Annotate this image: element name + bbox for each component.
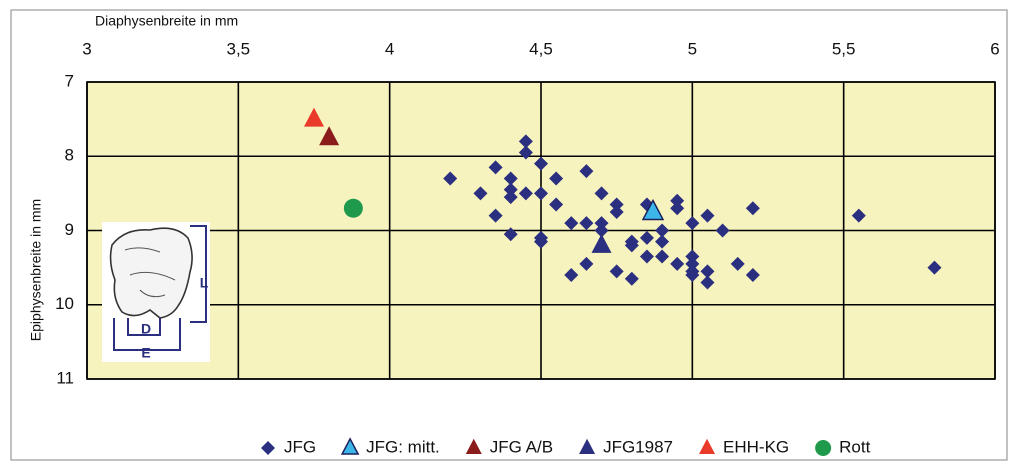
x-tick-label: 3,5	[227, 39, 251, 58]
inset: L D E	[102, 222, 210, 362]
x-tick-label: 6	[990, 39, 999, 58]
inset-label: L	[200, 275, 209, 291]
x-tick-label: 5,5	[832, 39, 856, 58]
legend-label: JFG A/B	[490, 437, 553, 456]
chart: 3 3,5 4 4,5 5 5,5 6 7 8 9 10 11 Diaphysenbreite in …	[0, 0, 1019, 467]
legend-label: JFG: mitt.	[366, 437, 440, 456]
y-tick-label: 11	[56, 368, 74, 387]
circle-marker	[344, 199, 363, 218]
x-tick-label: 3	[82, 39, 91, 58]
circle-marker	[815, 440, 831, 456]
x-tick-label: 5	[688, 39, 697, 58]
y-tick-label: 9	[65, 220, 74, 239]
x-tick-label: 4	[385, 39, 394, 58]
x-tick-label: 4,5	[529, 39, 553, 58]
x-axis-title: Diaphysenbreite in mm	[95, 13, 238, 29]
legend-label: JFG	[284, 437, 316, 456]
y-tick-label: 10	[55, 294, 74, 313]
y-tick-label: 8	[65, 146, 74, 165]
legend-label: EHH-KG	[723, 437, 789, 456]
inset-label: D	[141, 321, 151, 337]
y-axis-title: Epiphysenbreite in mm	[28, 199, 44, 341]
inset-label: E	[141, 345, 150, 361]
y-tick-label: 7	[65, 71, 74, 90]
legend-label: Rott	[839, 437, 870, 456]
legend-label: JFG1987	[603, 437, 673, 456]
